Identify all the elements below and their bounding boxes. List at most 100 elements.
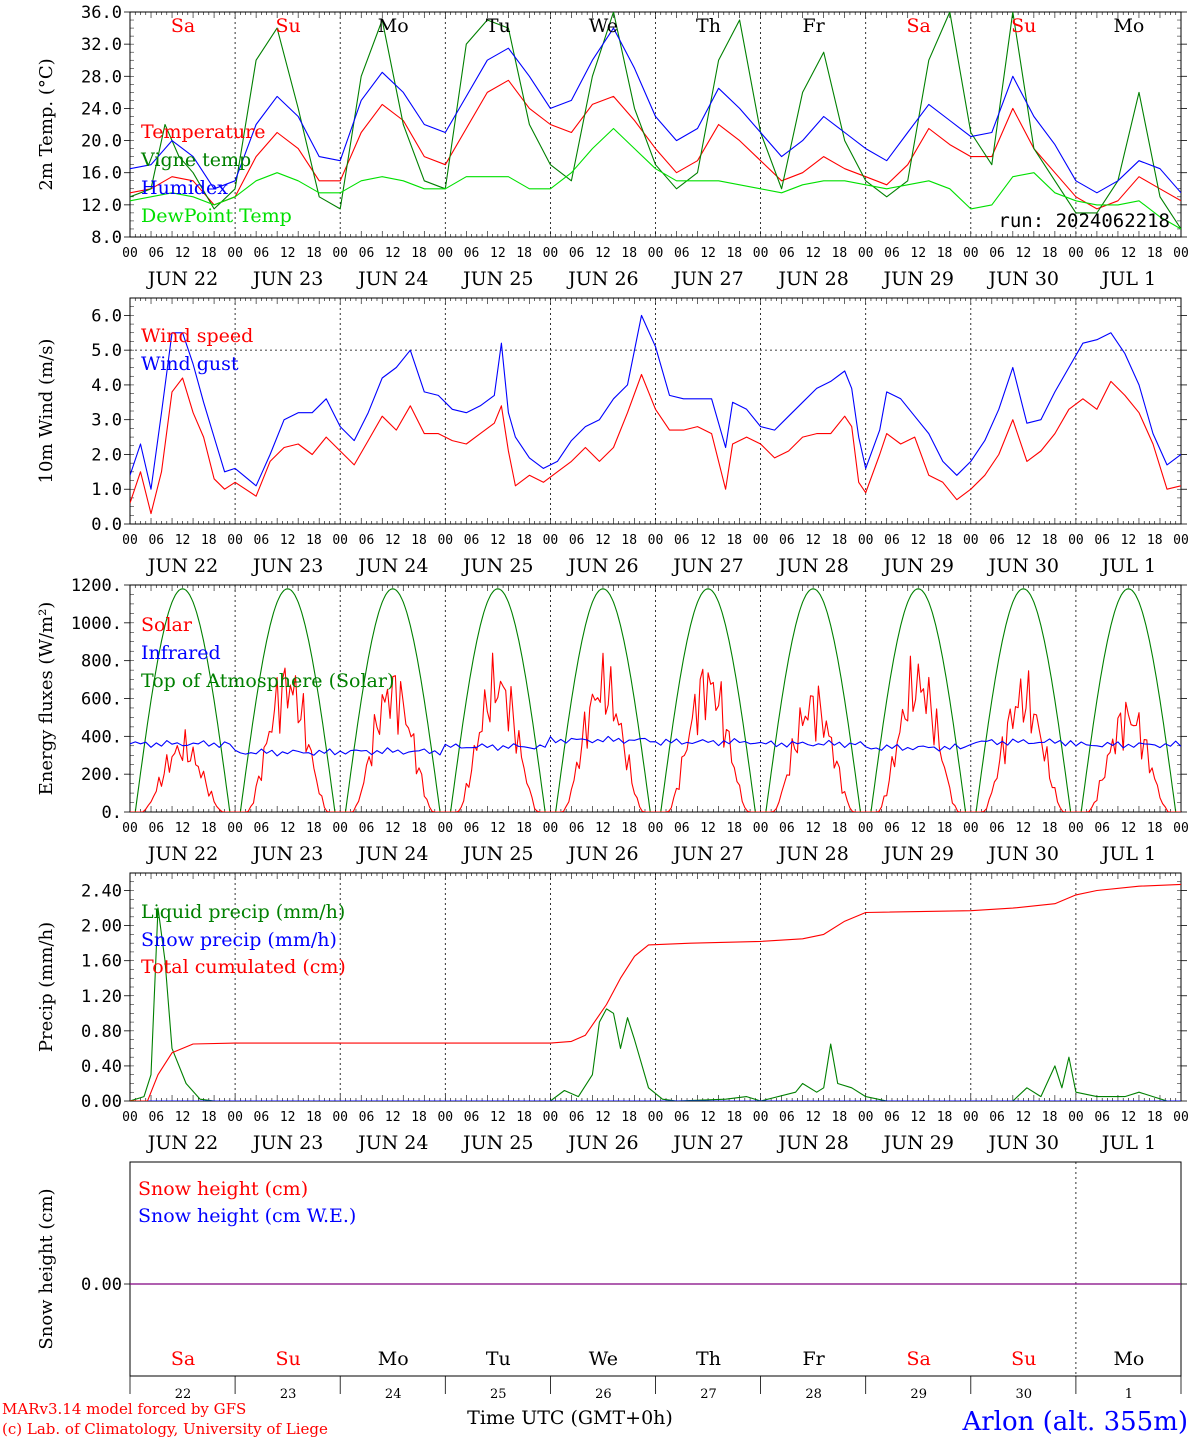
hour-tick-label: 12 — [700, 1110, 716, 1125]
hour-tick-label: 00 — [437, 1110, 453, 1125]
hour-tick-label: 18 — [516, 246, 532, 261]
weekday-label-top: Su — [1011, 15, 1036, 37]
hour-tick-label: 18 — [306, 1110, 322, 1125]
date-label: JUN 26 — [566, 268, 638, 290]
hour-tick-label: 18 — [726, 1110, 742, 1125]
date-label: JUN 23 — [251, 555, 323, 577]
hour-tick-label: 00 — [332, 821, 348, 836]
hour-tick-label: 06 — [674, 821, 690, 836]
hour-tick-label: 12 — [595, 533, 611, 548]
y-tick-label: 12.0 — [81, 196, 122, 216]
date-label: JUL 1 — [1100, 843, 1156, 865]
y-tick-label: 6.0 — [91, 306, 122, 326]
y-tick-label: 400. — [81, 727, 122, 747]
hour-tick-label: 06 — [359, 533, 375, 548]
hour-tick-label: 12 — [1016, 533, 1032, 548]
hour-tick-label: 06 — [989, 533, 1005, 548]
hour-tick-label: 18 — [937, 1110, 953, 1125]
hour-tick-label: 12 — [595, 1110, 611, 1125]
hour-tick-label: 00 — [648, 1110, 664, 1125]
weekday-label-bottom: We — [589, 1348, 618, 1370]
date-label: JUN 25 — [461, 268, 533, 290]
hour-tick-label: 00 — [963, 821, 979, 836]
y-tick-label: 5.0 — [91, 341, 122, 361]
y-tick-label: 1.60 — [81, 952, 122, 972]
hour-tick-label: 00 — [858, 821, 874, 836]
hour-tick-label: 06 — [464, 246, 480, 261]
weekday-label-top: Mo — [378, 15, 409, 37]
hour-tick-label: 18 — [306, 533, 322, 548]
y-tick-label: 200. — [81, 765, 122, 785]
hour-tick-label: 06 — [989, 246, 1005, 261]
hour-tick-label: 12 — [595, 246, 611, 261]
hour-tick-label: 00 — [1068, 821, 1084, 836]
panel-5: 0.00 Snow height (cm) Snow height (cm) Snow… — [36, 1161, 1187, 1377]
hour-tick-label: 06 — [359, 1110, 375, 1125]
footer-lab-credit: (c) Lab. of Climatology, University of L… — [2, 1420, 328, 1438]
series-group — [130, 588, 1181, 812]
hour-tick-label: 00 — [437, 533, 453, 548]
hour-tick-label: 00 — [227, 1110, 243, 1125]
day-number-label: 24 — [385, 1387, 402, 1402]
date-label: JUN 24 — [356, 268, 428, 290]
hour-tick-label: 06 — [254, 821, 270, 836]
hour-tick-label: 00 — [1173, 1110, 1189, 1125]
date-label: JUN 23 — [251, 843, 323, 865]
hour-tick-label: 06 — [884, 1110, 900, 1125]
date-label: JUN 27 — [671, 268, 743, 290]
weekday-label-bottom: Mo — [1113, 1348, 1144, 1370]
date-label: JUN 22 — [146, 555, 218, 577]
hour-tick-label: 06 — [989, 1110, 1005, 1125]
hour-tick-label: 18 — [937, 821, 953, 836]
hour-tick-label: 18 — [726, 533, 742, 548]
footer-model-credit: MARv3.14 model forced by GFS — [2, 1400, 246, 1418]
day-number-label: 25 — [490, 1387, 507, 1402]
date-label: JUN 26 — [566, 555, 638, 577]
hour-tick-label: 18 — [726, 246, 742, 261]
hour-tick-label: 12 — [805, 533, 821, 548]
date-label: JUN 30 — [987, 1132, 1059, 1154]
date-label: JUN 28 — [776, 843, 848, 865]
hour-tick-label: 00 — [332, 246, 348, 261]
legend-entry: Snow precip (mm/h) — [141, 929, 337, 951]
y-tick-label: 0.00 — [81, 1092, 122, 1112]
hour-tick-label: 00 — [963, 533, 979, 548]
y-tick-label: 1.0 — [91, 480, 122, 500]
hour-tick-label: 00 — [543, 821, 559, 836]
hour-tick-label: 18 — [201, 1110, 217, 1125]
hour-tick-label: 12 — [385, 821, 401, 836]
hour-tick-label: 00 — [1173, 246, 1189, 261]
series-1-0 — [130, 373, 1181, 515]
y-axis-label: 2m Temp. (°C) — [36, 58, 57, 190]
series-group — [130, 314, 1181, 515]
hour-tick-label: 00 — [227, 246, 243, 261]
hour-tick-label: 12 — [280, 1110, 296, 1125]
y-axis-label: 10m Wind (m/s) — [36, 339, 57, 484]
hour-tick-label: 00 — [963, 246, 979, 261]
hour-tick-label: 00 — [858, 1110, 874, 1125]
y-tick-label: 0. — [102, 803, 122, 823]
date-label: JUN 24 — [356, 843, 428, 865]
series-3-0 — [130, 907, 1181, 1101]
hour-tick-label: 00 — [648, 821, 664, 836]
hour-tick-label: 06 — [148, 821, 164, 836]
legend-entry: Humidex — [141, 177, 228, 199]
hour-tick-label: 18 — [516, 533, 532, 548]
hour-tick-label: 00 — [1068, 246, 1084, 261]
hour-tick-label: 18 — [516, 821, 532, 836]
hour-tick-label: 00 — [543, 1110, 559, 1125]
hour-tick-label: 18 — [516, 1110, 532, 1125]
series-1-1 — [130, 314, 1181, 490]
weekday-label-top: Su — [275, 15, 300, 37]
hour-tick-label: 06 — [674, 246, 690, 261]
hour-tick-label: 00 — [1173, 821, 1189, 836]
hour-tick-label: 12 — [490, 533, 506, 548]
hour-tick-label: 06 — [359, 246, 375, 261]
y-tick-label: 2.0 — [91, 445, 122, 465]
y-axis-label: Precip (mm/h) — [36, 922, 57, 1052]
hour-tick-label: 00 — [963, 1110, 979, 1125]
hour-tick-label: 12 — [1016, 246, 1032, 261]
hour-tick-label: 18 — [1042, 533, 1058, 548]
hour-tick-label: 00 — [753, 1110, 769, 1125]
hour-tick-label: 06 — [674, 533, 690, 548]
